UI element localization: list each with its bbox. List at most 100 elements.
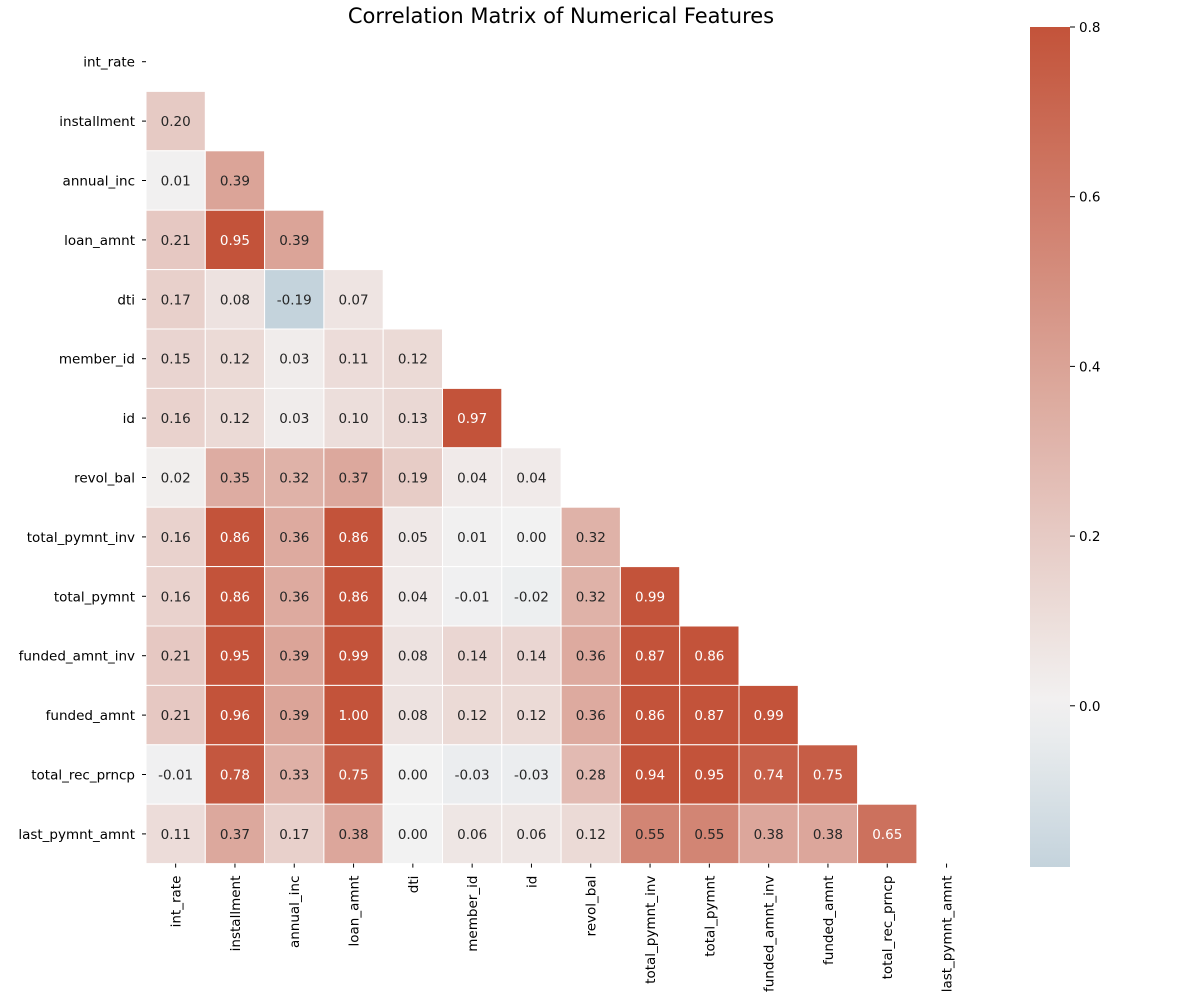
- cell-value-label: 0.21: [161, 233, 191, 249]
- cell-value-label: 0.11: [339, 352, 369, 368]
- cell-value-label: 0.36: [576, 708, 606, 724]
- cell-value-label: 0.74: [754, 768, 784, 784]
- cell-value-label: 0.17: [161, 292, 191, 308]
- cell-value-label: -0.01: [158, 768, 193, 784]
- y-tick-label: int_rate: [83, 55, 135, 71]
- heatmap-cell: [501, 744, 562, 805]
- y-tick-label: loan_amnt: [64, 233, 135, 249]
- cell-value-label: 0.96: [220, 708, 250, 724]
- heatmap-cell: [560, 744, 621, 805]
- heatmap-cell: [145, 566, 206, 627]
- cell-value-label: 0.99: [339, 649, 369, 665]
- chart-title: Correlation Matrix of Numerical Features: [348, 4, 774, 28]
- cell-value-label: 0.16: [161, 411, 191, 427]
- colorbar: 0.0 0.2 0.4 0.6 0.8: [1030, 20, 1100, 867]
- cell-value-label: 0.36: [279, 530, 309, 546]
- cell-value-label: 0.12: [220, 352, 250, 368]
- cell-value-label: 0.20: [161, 114, 191, 130]
- heatmap-cell: [264, 625, 325, 686]
- heatmap-cell: [264, 209, 325, 271]
- heatmap-cell: [382, 803, 444, 865]
- x-tick-label: total_pymnt: [702, 876, 718, 957]
- y-tick-label: total_rec_prncp: [31, 768, 135, 784]
- heatmap-cell: [264, 803, 325, 865]
- heatmap-cell: [323, 744, 384, 805]
- heatmap-cell: [323, 625, 384, 686]
- heatmap-cell: [145, 447, 206, 508]
- heatmap-cell: [264, 506, 325, 568]
- cell-value-label: -0.01: [455, 589, 490, 605]
- y-tick-label: funded_amnt: [46, 708, 135, 724]
- cell-value-label: -0.03: [514, 768, 549, 784]
- colorbar-tick-label: 0.2: [1079, 529, 1100, 545]
- x-tick-label: revol_bal: [584, 876, 600, 937]
- cell-value-label: 0.28: [576, 768, 606, 784]
- x-tick-label: installment: [228, 876, 244, 952]
- cell-value-label: 0.36: [279, 589, 309, 605]
- heatmap-cell: [145, 90, 206, 152]
- heatmap-cell: [560, 625, 621, 686]
- cell-value-label: 0.94: [635, 768, 665, 784]
- cell-value-label: 0.17: [279, 827, 309, 843]
- heatmap-cell: [738, 803, 799, 865]
- cell-value-label: 0.12: [220, 411, 250, 427]
- cell-value-label: 0.86: [339, 589, 369, 605]
- heatmap-cell: [442, 803, 503, 865]
- heatmap-cell: [204, 625, 266, 686]
- y-tick-label: funded_amnt_inv: [19, 649, 135, 665]
- heatmap-cell: [264, 387, 325, 449]
- cell-value-label: 1.00: [339, 708, 369, 724]
- cell-value-label: 0.12: [398, 352, 428, 368]
- cell-value-label: 0.03: [279, 411, 309, 427]
- cell-value-label: 0.86: [220, 530, 250, 546]
- heatmap-cell: [857, 803, 918, 865]
- x-tick-label: funded_amnt: [821, 876, 837, 965]
- cell-value-label: 0.37: [220, 827, 250, 843]
- cell-value-label: 0.14: [457, 649, 487, 665]
- y-tick-label: annual_inc: [63, 174, 135, 190]
- colorbar-tick-label: 0.6: [1079, 190, 1100, 206]
- y-tick-label: installment: [59, 114, 135, 130]
- cell-value-label: 0.95: [694, 768, 724, 784]
- cell-value-label: 0.55: [635, 827, 665, 843]
- cell-value-label: 0.06: [516, 827, 546, 843]
- cell-value-label: -0.19: [277, 292, 312, 308]
- y-tick-label: revol_bal: [74, 471, 135, 487]
- cell-value-label: 0.38: [754, 827, 784, 843]
- cell-value-label: 0.65: [872, 827, 902, 843]
- y-tick-label: total_pymnt_inv: [27, 530, 135, 546]
- cell-value-label: 0.08: [220, 292, 250, 308]
- cell-value-label: 0.99: [754, 708, 784, 724]
- cell-value-label: 0.75: [339, 768, 369, 784]
- heatmap-cell: [382, 625, 444, 686]
- heatmap-cell: [323, 328, 384, 389]
- cell-value-label: 0.38: [813, 827, 843, 843]
- heatmap-cell: [679, 744, 740, 805]
- cell-value-label: 0.86: [694, 649, 724, 665]
- x-tick-label: member_id: [465, 876, 481, 952]
- heatmap-cell: [619, 625, 681, 686]
- cell-value-label: 0.97: [457, 411, 487, 427]
- heatmap-cell: [204, 387, 266, 449]
- cell-value-label: 0.32: [576, 530, 606, 546]
- heatmap-cell: [797, 744, 859, 805]
- cell-value-label: 0.01: [161, 174, 191, 190]
- heatmap-cell: [560, 506, 621, 568]
- x-tick-label: funded_amnt_inv: [762, 876, 778, 992]
- cell-value-label: 0.87: [635, 649, 665, 665]
- heatmap-cell: [442, 625, 503, 686]
- heatmap-cell: [738, 744, 799, 805]
- heatmap-cell: [204, 269, 266, 330]
- cell-value-label: 0.95: [220, 233, 250, 249]
- cell-value-label: 0.19: [398, 471, 428, 487]
- cell-value-label: 0.04: [398, 589, 428, 605]
- cell-value-label: 0.39: [279, 708, 309, 724]
- y-tick-label: id: [123, 411, 135, 427]
- cell-value-label: 0.35: [220, 471, 250, 487]
- heatmap-cell: [323, 684, 384, 746]
- heatmap-cell: [145, 744, 206, 805]
- cell-value-label: 0.03: [279, 352, 309, 368]
- cell-value-label: 0.14: [516, 649, 546, 665]
- heatmap-cell: [501, 566, 562, 627]
